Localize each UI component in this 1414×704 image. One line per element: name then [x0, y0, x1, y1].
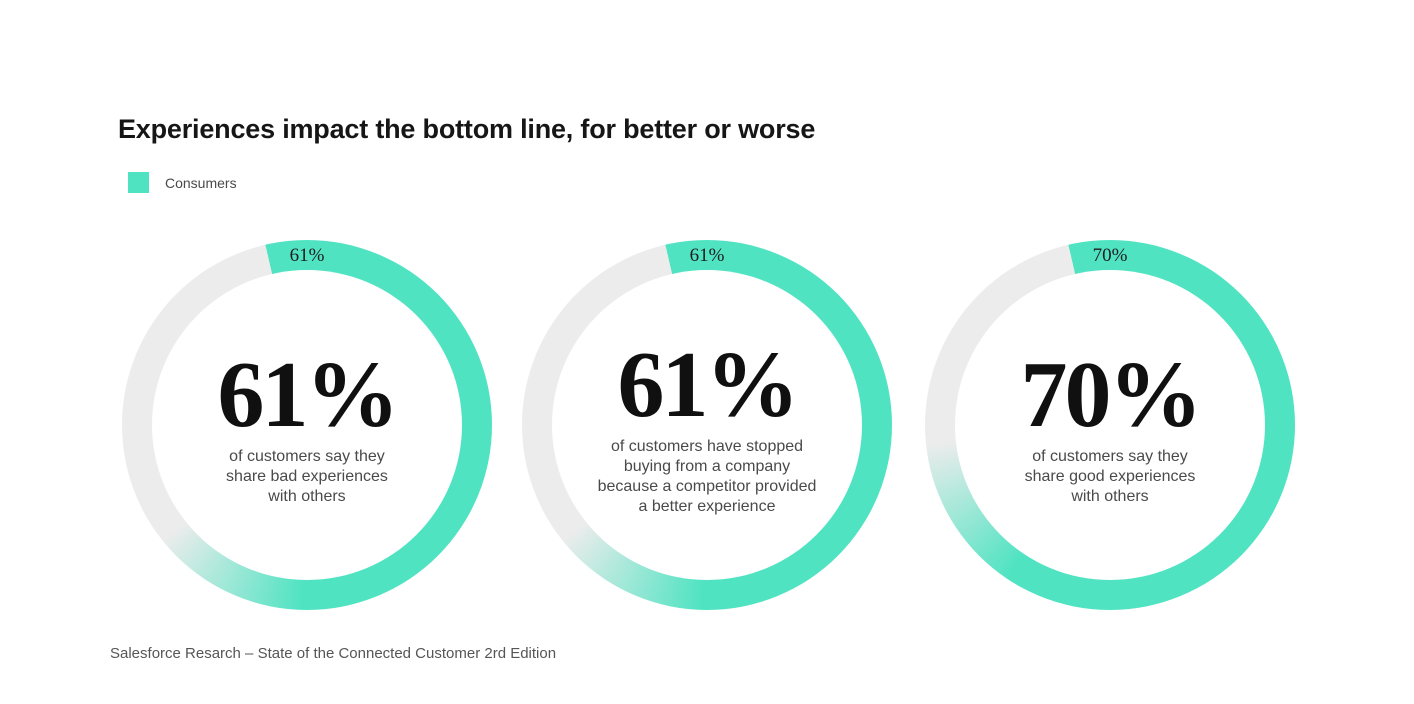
donut-percent-label: 70% — [1092, 245, 1128, 266]
legend-swatch-consumers — [128, 172, 149, 193]
donut-chart-bad-experiences: 61% 61% of customers say they share bad … — [122, 240, 492, 610]
donut-chart-good-experiences: 70% 70% of customers say they share good… — [925, 240, 1295, 610]
legend-label: Consumers — [165, 174, 237, 191]
donut-description: of customers say they share bad experien… — [226, 448, 388, 506]
donut-hole — [955, 270, 1265, 580]
donut-percent-label: 61% — [289, 245, 325, 266]
donut-center: 70% of customers say they share good exp… — [955, 276, 1265, 586]
legend: Consumers — [128, 172, 237, 193]
source-attribution: Salesforce Resarch – State of the Connec… — [110, 645, 557, 662]
donut-center: 61% of customers have stopped buying fro… — [552, 276, 862, 586]
donut-value: 70% — [1020, 342, 1203, 447]
donut-hole — [152, 270, 462, 580]
donut-center: 61% of customers say they share bad expe… — [152, 276, 462, 586]
donut-percent-label: 61% — [689, 245, 725, 266]
donut-value: 61% — [217, 342, 400, 447]
donut-value: 61% — [617, 332, 800, 437]
donut-description: of customers say they share good experie… — [1024, 448, 1196, 506]
chart-title: Experiences impact the bottom line, for … — [118, 114, 816, 144]
donut-chart-stopped-buying: 61% 61% of customers have stopped buying… — [522, 240, 892, 610]
donut-description: of customers have stopped buying from a … — [597, 438, 817, 516]
donut-hole — [552, 270, 862, 580]
